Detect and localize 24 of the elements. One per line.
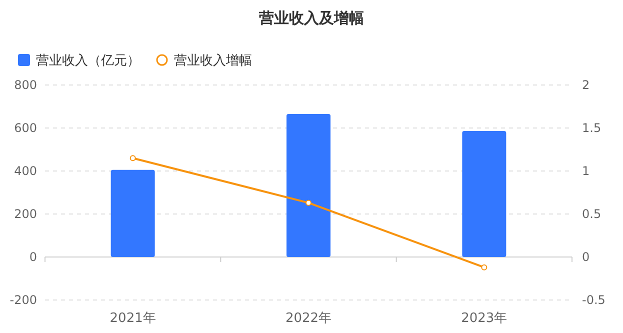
y2-tick-label: -0.5 [582,293,606,307]
y-tick-label: 800 [14,78,37,92]
y2-tick-label: 0.5 [582,207,602,221]
y2-tick-label: 2 [582,78,590,92]
point [306,200,312,206]
y2-tick-label: 0 [582,250,590,264]
x-tick-label: 2021年 [110,311,156,326]
legend-label: 营业收入增幅 [174,54,252,68]
x-tick-label: 2023年 [461,311,508,326]
y-tick-label: 600 [14,121,37,135]
point [130,155,136,162]
y-tick-label: 0 [29,250,37,264]
y-tick-label: 200 [14,207,37,221]
point [481,264,488,270]
bar [286,114,330,257]
chart-title: 营业收入及增幅 [258,9,364,27]
bar [110,170,155,257]
y2-tick-label: 1.5 [582,121,602,135]
y-tick-label: 400 [14,164,37,178]
y2-tick-label: 1 [582,164,590,178]
legend-label: 营业收入（亿元） [36,54,140,68]
bar [462,131,506,257]
x-tick-label: 2022年 [285,311,332,326]
y-tick-label: -200 [10,293,37,307]
